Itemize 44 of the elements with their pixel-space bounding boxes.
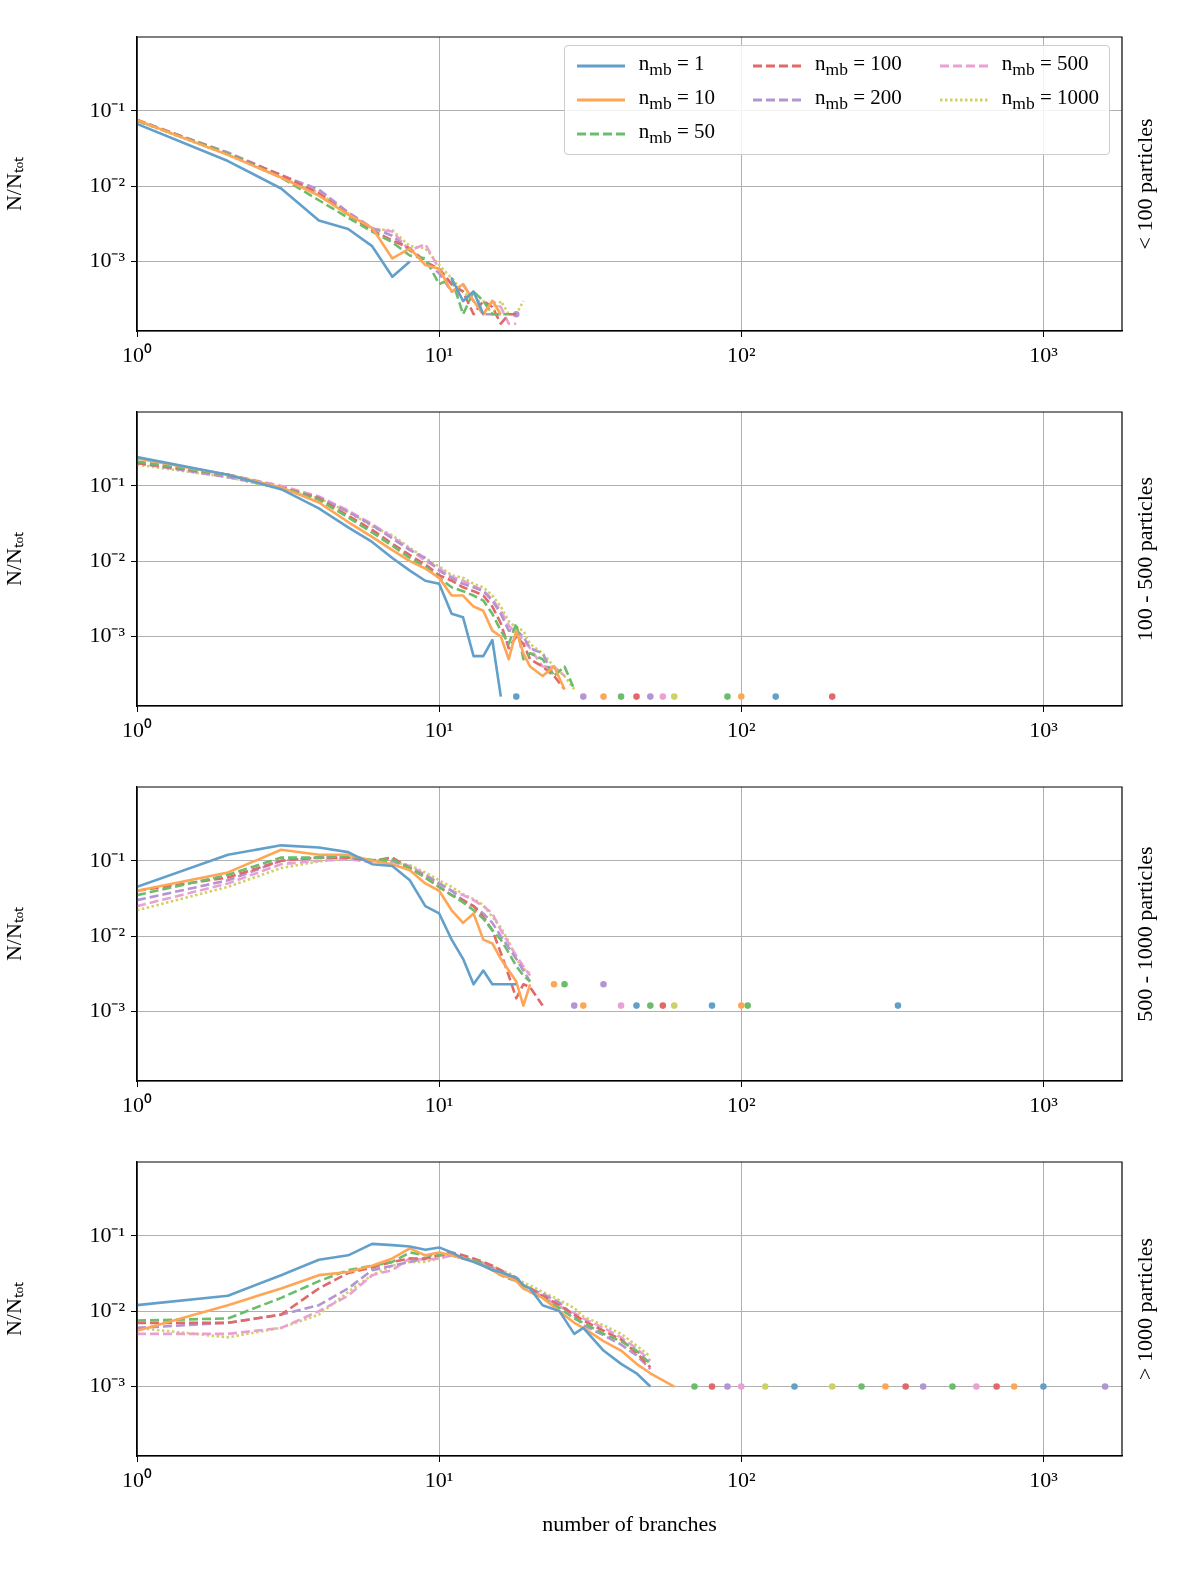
- x-tick-label: 10¹: [424, 716, 454, 742]
- x-axis-title: number of branches: [542, 1510, 717, 1536]
- y-tick-label: 10⁻¹: [89, 96, 125, 122]
- x-tick-label: 10²: [726, 341, 756, 367]
- y-axis-title: N/Nₜₒₜ: [0, 531, 26, 587]
- y-tick-label: 10⁻²: [89, 921, 126, 947]
- x-tick-label: 10²: [726, 716, 756, 742]
- x-tick-label: 10³: [1029, 1466, 1059, 1492]
- y2-axis-title: < 100 particles: [1131, 118, 1157, 250]
- y-tick-label: 10⁻²: [89, 546, 126, 572]
- y-tick-label: 10⁻²: [89, 171, 126, 197]
- legend-label: n$_{mb}$ = 500: [1001, 51, 1089, 81]
- y-tick-label: 10⁻¹: [89, 846, 125, 872]
- x-tick-label: 10³: [1029, 1091, 1059, 1117]
- y-axis-title: N/Nₜₒₜ: [0, 1281, 26, 1337]
- x-tick-label: 10⁰: [122, 1091, 152, 1117]
- legend-label: n$_{mb}$ = 10: [638, 85, 716, 115]
- x-tick-label: 10³: [1029, 341, 1059, 367]
- legend-label: n$_{mb}$ = 1000: [1001, 85, 1099, 115]
- x-tick-label: 10⁰: [122, 716, 152, 742]
- x-tick-label: 10²: [726, 1466, 756, 1492]
- y-tick-label: 10⁻¹: [89, 471, 125, 497]
- y-axis-title: N/Nₜₒₜ: [0, 156, 26, 212]
- x-tick-label: 10⁰: [122, 341, 152, 367]
- y-tick-label: 10⁻³: [89, 997, 126, 1023]
- y2-axis-title: 500 - 1000 particles: [1131, 846, 1157, 1022]
- y-tick-label: 10⁻¹: [89, 1221, 125, 1247]
- legend-label: n$_{mb}$ = 200: [815, 85, 902, 115]
- legend-label: n$_{mb}$ = 100: [815, 51, 902, 81]
- y2-axis-title: 100 - 500 particles: [1131, 476, 1157, 642]
- y-tick-label: 10⁻³: [89, 247, 126, 273]
- x-tick-label: 10⁰: [122, 1466, 152, 1492]
- y-axis-title: N/Nₜₒₜ: [0, 906, 26, 962]
- x-tick-label: 10²: [726, 1091, 756, 1117]
- y2-axis-title: > 1000 particles: [1131, 1238, 1157, 1380]
- x-tick-label: 10¹: [424, 1091, 454, 1117]
- y-tick-label: 10⁻³: [89, 1372, 126, 1398]
- x-tick-label: 10³: [1029, 716, 1059, 742]
- y-tick-label: 10⁻²: [89, 1296, 126, 1322]
- legend-label: n$_{mb}$ = 1: [638, 51, 705, 81]
- y-tick-label: 10⁻³: [89, 622, 126, 648]
- legend-label: n$_{mb}$ = 50: [638, 119, 716, 149]
- x-tick-label: 10¹: [424, 341, 454, 367]
- x-tick-label: 10¹: [424, 1466, 454, 1492]
